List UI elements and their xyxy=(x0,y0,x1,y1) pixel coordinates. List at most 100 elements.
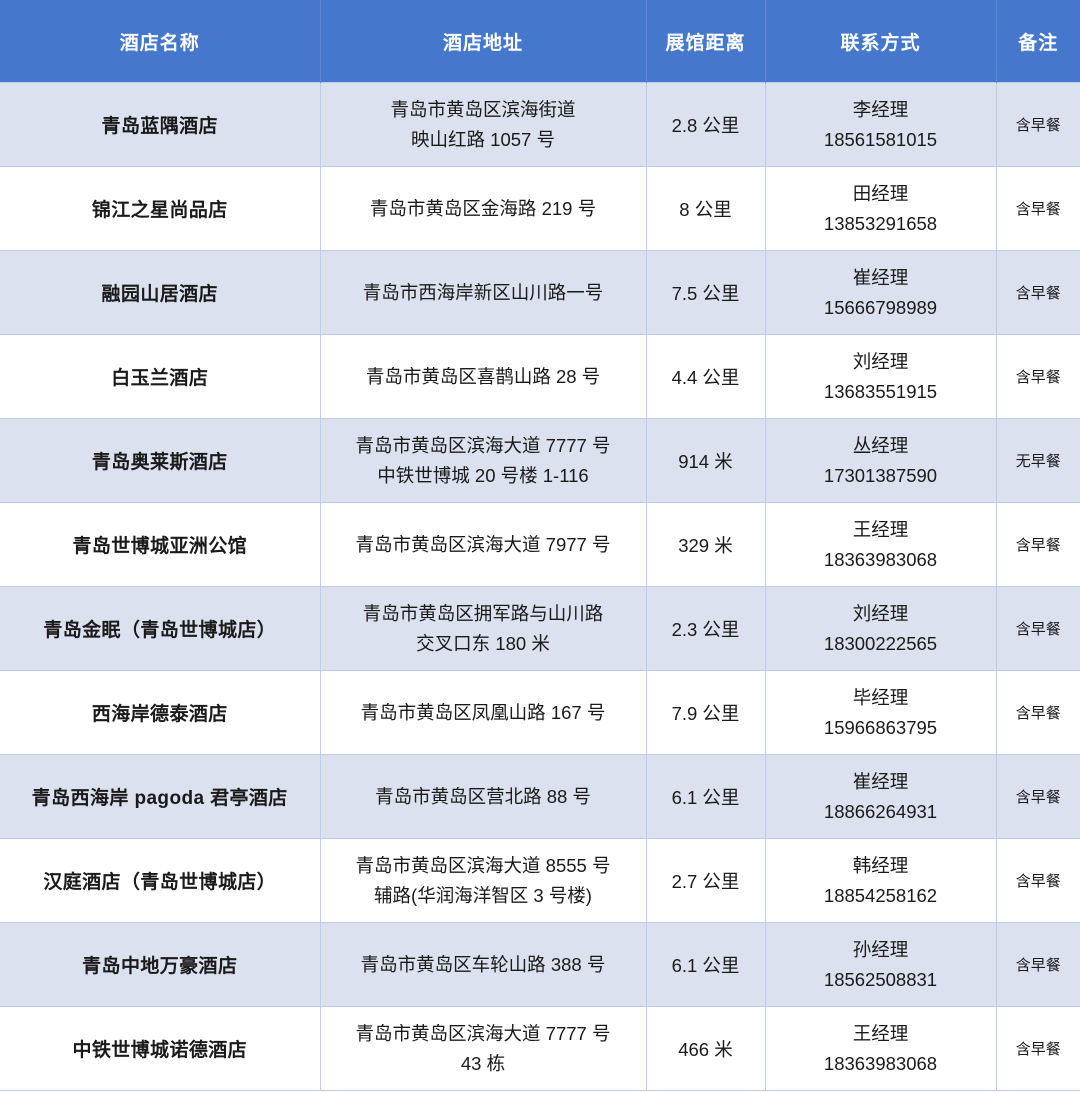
contact-phone: 13683551915 xyxy=(823,380,938,402)
contact-name: 刘经理 xyxy=(852,602,909,624)
cell-remark: 含早餐 xyxy=(996,838,1080,923)
cell-hotel-name: 白玉兰酒店 xyxy=(0,334,321,419)
cell-remark: 含早餐 xyxy=(996,670,1080,755)
column-header-contact: 联系方式 xyxy=(765,0,997,83)
address-line-1: 青岛市黄岛区滨海大道 7777 号 xyxy=(355,434,611,456)
table-row: 融园山居酒店 青岛市西海岸新区山川路一号 7.5 公里 崔经理 15666798989 含… xyxy=(0,250,1080,335)
contact-phone: 15666798989 xyxy=(823,296,938,318)
cell-remark: 含早餐 xyxy=(996,502,1080,587)
cell-venue-distance: 914 米 xyxy=(646,418,766,503)
cell-hotel-address: 青岛市黄岛区滨海大道 7977 号 xyxy=(320,502,647,587)
cell-hotel-name: 中铁世博城诺德酒店 xyxy=(0,1006,321,1091)
address-line-1: 青岛市黄岛区拥军路与山川路 xyxy=(362,602,604,624)
contact-phone: 18561581015 xyxy=(823,128,938,150)
cell-contact: 崔经理 18866264931 xyxy=(765,754,997,839)
cell-contact: 王经理 18363983068 xyxy=(765,502,997,587)
address-line-2: 中铁世博城 20 号楼 1-116 xyxy=(377,464,589,486)
contact-phone: 18363983068 xyxy=(823,1052,938,1074)
cell-contact: 韩经理 18854258162 xyxy=(765,838,997,923)
table-body: 青岛蓝隅酒店 青岛市黄岛区滨海街道 映山红路 1057 号 2.8 公里 李经理 1856… xyxy=(0,82,1080,1091)
cell-hotel-name: 青岛金眠（青岛世博城店） xyxy=(0,586,321,671)
contact-name: 崔经理 xyxy=(852,770,909,792)
address-line-1: 青岛市黄岛区滨海大道 8555 号 xyxy=(355,854,611,876)
address-line-1: 青岛市西海岸新区山川路一号 xyxy=(362,281,604,303)
contact-phone: 18866264931 xyxy=(823,800,938,822)
column-header-hotel-name: 酒店名称 xyxy=(0,0,321,83)
cell-remark: 含早餐 xyxy=(996,250,1080,335)
cell-contact: 李经理 18561581015 xyxy=(765,82,997,167)
cell-contact: 刘经理 13683551915 xyxy=(765,334,997,419)
cell-remark: 含早餐 xyxy=(996,754,1080,839)
cell-hotel-address: 青岛市黄岛区车轮山路 388 号 xyxy=(320,922,647,1007)
cell-venue-distance: 8 公里 xyxy=(646,166,766,251)
cell-venue-distance: 4.4 公里 xyxy=(646,334,766,419)
contact-name: 李经理 xyxy=(852,98,909,120)
cell-remark: 含早餐 xyxy=(996,586,1080,671)
table-row: 青岛西海岸 pagoda 君亭酒店 青岛市黄岛区营北路 88 号 6.1 公里 崔经理… xyxy=(0,754,1080,839)
cell-contact: 田经理 13853291658 xyxy=(765,166,997,251)
cell-hotel-address: 青岛市黄岛区滨海大道 7777 号 43 栋 xyxy=(320,1006,647,1091)
cell-venue-distance: 329 米 xyxy=(646,502,766,587)
cell-remark: 含早餐 xyxy=(996,334,1080,419)
table-row: 青岛金眠（青岛世博城店） 青岛市黄岛区拥军路与山川路 交叉口东 180 米 2.3 公… xyxy=(0,586,1080,671)
contact-phone: 15966863795 xyxy=(823,716,938,738)
contact-name: 孙经理 xyxy=(852,938,909,960)
table-row: 白玉兰酒店 青岛市黄岛区喜鹊山路 28 号 4.4 公里 刘经理 13683551915… xyxy=(0,334,1080,419)
cell-contact: 毕经理 15966863795 xyxy=(765,670,997,755)
table-row: 汉庭酒店（青岛世博城店） 青岛市黄岛区滨海大道 8555 号辅路(华润海洋智区 3… xyxy=(0,838,1080,923)
address-line-1: 青岛市黄岛区营北路 88 号 xyxy=(375,785,591,807)
column-header-remark: 备注 xyxy=(996,0,1080,83)
cell-venue-distance: 6.1 公里 xyxy=(646,922,766,1007)
table-row: 西海岸德泰酒店 青岛市黄岛区凤凰山路 167 号 7.9 公里 毕经理 15966863… xyxy=(0,670,1080,755)
column-header-hotel-address: 酒店地址 xyxy=(320,0,647,83)
cell-venue-distance: 2.3 公里 xyxy=(646,586,766,671)
contact-phone: 18300222565 xyxy=(823,632,938,654)
table-row: 锦江之星尚品店 青岛市黄岛区金海路 219 号 8 公里 田经理 13853291658… xyxy=(0,166,1080,251)
cell-hotel-name: 青岛西海岸 pagoda 君亭酒店 xyxy=(0,754,321,839)
table-row: 中铁世博城诺德酒店 青岛市黄岛区滨海大道 7777 号 43 栋 466 米 王经理 18… xyxy=(0,1006,1080,1091)
contact-name: 王经理 xyxy=(852,1022,909,1044)
address-line-2: 43 栋 xyxy=(460,1052,506,1074)
address-line-2: 映山红路 1057 号 xyxy=(411,128,555,150)
cell-hotel-name: 青岛奥莱斯酒店 xyxy=(0,418,321,503)
cell-hotel-address: 青岛市西海岸新区山川路一号 xyxy=(320,250,647,335)
address-line-1: 青岛市黄岛区滨海街道 xyxy=(390,98,576,120)
contact-name: 丛经理 xyxy=(852,434,909,456)
table-header: 酒店名称 酒店地址 展馆距离 联系方式 备注 xyxy=(0,0,1080,83)
cell-venue-distance: 466 米 xyxy=(646,1006,766,1091)
contact-phone: 17301387590 xyxy=(823,464,938,486)
address-line-1: 青岛市黄岛区滨海大道 7777 号 xyxy=(355,1022,611,1044)
contact-phone: 13853291658 xyxy=(823,212,938,234)
cell-hotel-address: 青岛市黄岛区营北路 88 号 xyxy=(320,754,647,839)
contact-name: 毕经理 xyxy=(852,686,909,708)
address-line-1: 青岛市黄岛区金海路 219 号 xyxy=(369,197,597,219)
cell-hotel-address: 青岛市黄岛区金海路 219 号 xyxy=(320,166,647,251)
contact-name: 王经理 xyxy=(852,518,909,540)
cell-contact: 刘经理 18300222565 xyxy=(765,586,997,671)
cell-venue-distance: 2.8 公里 xyxy=(646,82,766,167)
cell-venue-distance: 7.5 公里 xyxy=(646,250,766,335)
contact-name: 韩经理 xyxy=(852,854,909,876)
contact-name: 田经理 xyxy=(852,182,909,204)
cell-venue-distance: 2.7 公里 xyxy=(646,838,766,923)
cell-remark: 含早餐 xyxy=(996,922,1080,1007)
table-row: 青岛蓝隅酒店 青岛市黄岛区滨海街道 映山红路 1057 号 2.8 公里 李经理 1856… xyxy=(0,82,1080,167)
table-header-row: 酒店名称 酒店地址 展馆距离 联系方式 备注 xyxy=(0,0,1080,83)
cell-hotel-name: 锦江之星尚品店 xyxy=(0,166,321,251)
table-row: 青岛中地万豪酒店 青岛市黄岛区车轮山路 388 号 6.1 公里 孙经理 1856250… xyxy=(0,922,1080,1007)
cell-hotel-address: 青岛市黄岛区拥军路与山川路 交叉口东 180 米 xyxy=(320,586,647,671)
cell-remark: 含早餐 xyxy=(996,82,1080,167)
contact-name: 崔经理 xyxy=(852,266,909,288)
cell-contact: 崔经理 15666798989 xyxy=(765,250,997,335)
cell-remark: 无早餐 xyxy=(996,418,1080,503)
address-line-1: 青岛市黄岛区凤凰山路 167 号 xyxy=(360,701,606,723)
cell-hotel-address: 青岛市黄岛区滨海街道 映山红路 1057 号 xyxy=(320,82,647,167)
cell-contact: 孙经理 18562508831 xyxy=(765,922,997,1007)
cell-hotel-name: 青岛蓝隅酒店 xyxy=(0,82,321,167)
address-line-2: 辅路(华润海洋智区 3 号楼) xyxy=(374,884,592,906)
cell-hotel-name: 青岛世博城亚洲公馆 xyxy=(0,502,321,587)
cell-remark: 含早餐 xyxy=(996,166,1080,251)
cell-venue-distance: 7.9 公里 xyxy=(646,670,766,755)
